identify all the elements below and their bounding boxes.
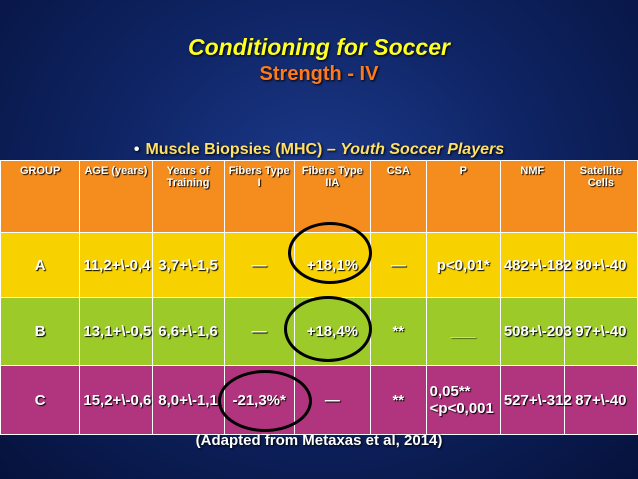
- header-cell: CSA: [369, 160, 427, 233]
- header-cell: GROUP: [0, 160, 81, 233]
- highlight-circle-a: [288, 222, 372, 284]
- group-cell: A: [0, 232, 81, 298]
- bullet-subtext: Youth Soccer Players: [340, 141, 505, 158]
- table-cell: —: [223, 232, 295, 298]
- table-cell: 11,2+\-0,4: [79, 232, 153, 298]
- header-cell: NMF: [499, 160, 565, 233]
- table-header-row: GROUP AGE (years) Years of Training Fibe…: [0, 160, 638, 233]
- table-cell: 482+\-182: [499, 232, 572, 298]
- table-cell: **: [369, 365, 427, 435]
- table-cell: 6,6+\-1,6: [151, 297, 225, 366]
- title-area: Conditioning for Soccer Strength - IV: [0, 0, 638, 98]
- highlight-circle-b: [284, 296, 372, 362]
- table-cell: —: [369, 232, 427, 298]
- table-cell: 97+\-40: [563, 297, 638, 366]
- group-cell: B: [0, 297, 81, 366]
- table-cell: 0,05**<p<0,001: [425, 365, 501, 435]
- table-cell: 3,7+\-1,5: [151, 232, 225, 298]
- table-row-a: A 11,2+\-0,4 3,7+\-1,5 — +18,1% — p<0,01…: [0, 232, 638, 298]
- table-cell: 15,2+\-0,6: [79, 365, 153, 435]
- group-cell: C: [0, 365, 81, 435]
- table-row-c: C 15,2+\-0,6 8,0+\-1,1 -21,3%* — ** 0,05…: [0, 365, 638, 435]
- table-cell: 8,0+\-1,1: [151, 365, 225, 435]
- slide-subtitle: Strength - IV: [259, 63, 379, 85]
- header-cell: Satellite Cells: [563, 160, 638, 233]
- table-cell: ___: [425, 297, 501, 366]
- bullet-main-text: Muscle Biopsies (MHC): [145, 141, 323, 158]
- citation: (Adapted from Metaxas et al, 2014): [195, 432, 443, 449]
- results-table: GROUP AGE (years) Years of Training Fibe…: [0, 160, 638, 435]
- table-cell: 13,1+\-0,5: [79, 297, 153, 366]
- header-cell: Years of Training: [151, 160, 225, 233]
- table-cell: 508+\-203: [499, 297, 572, 366]
- table-cell: 527+\-312: [499, 365, 572, 435]
- table-cell: **: [369, 297, 427, 366]
- table-cell: —: [223, 297, 295, 366]
- table-cell: 80+\-40: [563, 232, 638, 298]
- bullet-separator: –: [326, 141, 336, 158]
- header-cell: P: [425, 160, 501, 233]
- highlight-circle-c: [218, 370, 312, 432]
- bullet-icon: •: [133, 141, 140, 158]
- header-cell: Fibers Type I: [223, 160, 295, 233]
- bullet-point: • Muscle Biopsies (MHC) – Youth Soccer Pl…: [0, 141, 638, 159]
- header-cell: Fibers Type IIA: [293, 160, 371, 233]
- slide-title: Conditioning for Soccer: [188, 34, 450, 60]
- header-cell: AGE (years): [79, 160, 153, 233]
- table-cell: 87+\-40: [563, 365, 638, 435]
- table-cell: p<0,01*: [425, 232, 501, 298]
